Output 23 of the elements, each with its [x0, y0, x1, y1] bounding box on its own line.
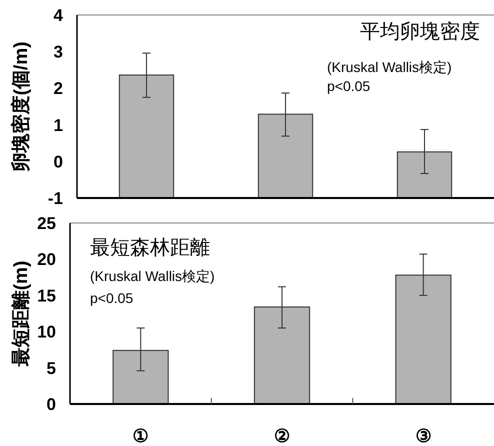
- y-tick-label: -1: [48, 189, 63, 208]
- annotation: (Kruskal Wallis検定): [90, 268, 215, 284]
- annotation: (Kruskal Wallis検定): [327, 59, 452, 75]
- text: 最短森林距離: [90, 237, 210, 259]
- y-tick-label: 20: [37, 250, 56, 270]
- y-tick-label: 0: [54, 152, 63, 172]
- y-tick-label: 10: [37, 322, 56, 342]
- y-tick-label: 15: [37, 286, 56, 306]
- annotation: p<0.05: [90, 290, 134, 306]
- x-tick-label: ②: [274, 426, 290, 446]
- y-tick-label: 4: [54, 6, 64, 25]
- y-axis-title: 卵塊密度(個/m): [10, 42, 32, 172]
- y-axis-title: 最短距離(m): [10, 260, 32, 368]
- y-tick-label: 3: [54, 42, 63, 62]
- x-tick-label: ③: [415, 426, 432, 446]
- annotation: p<0.05: [327, 78, 370, 94]
- y-tick-label: 2: [54, 79, 63, 98]
- y-tick-label: 0: [46, 395, 56, 414]
- y-tick-label: 25: [37, 214, 56, 233]
- y-tick-label: 5: [46, 358, 56, 378]
- x-tick-label: ①: [132, 426, 149, 446]
- chart-title: 平均卵塊密度: [360, 21, 480, 43]
- y-tick-label: 1: [54, 116, 63, 135]
